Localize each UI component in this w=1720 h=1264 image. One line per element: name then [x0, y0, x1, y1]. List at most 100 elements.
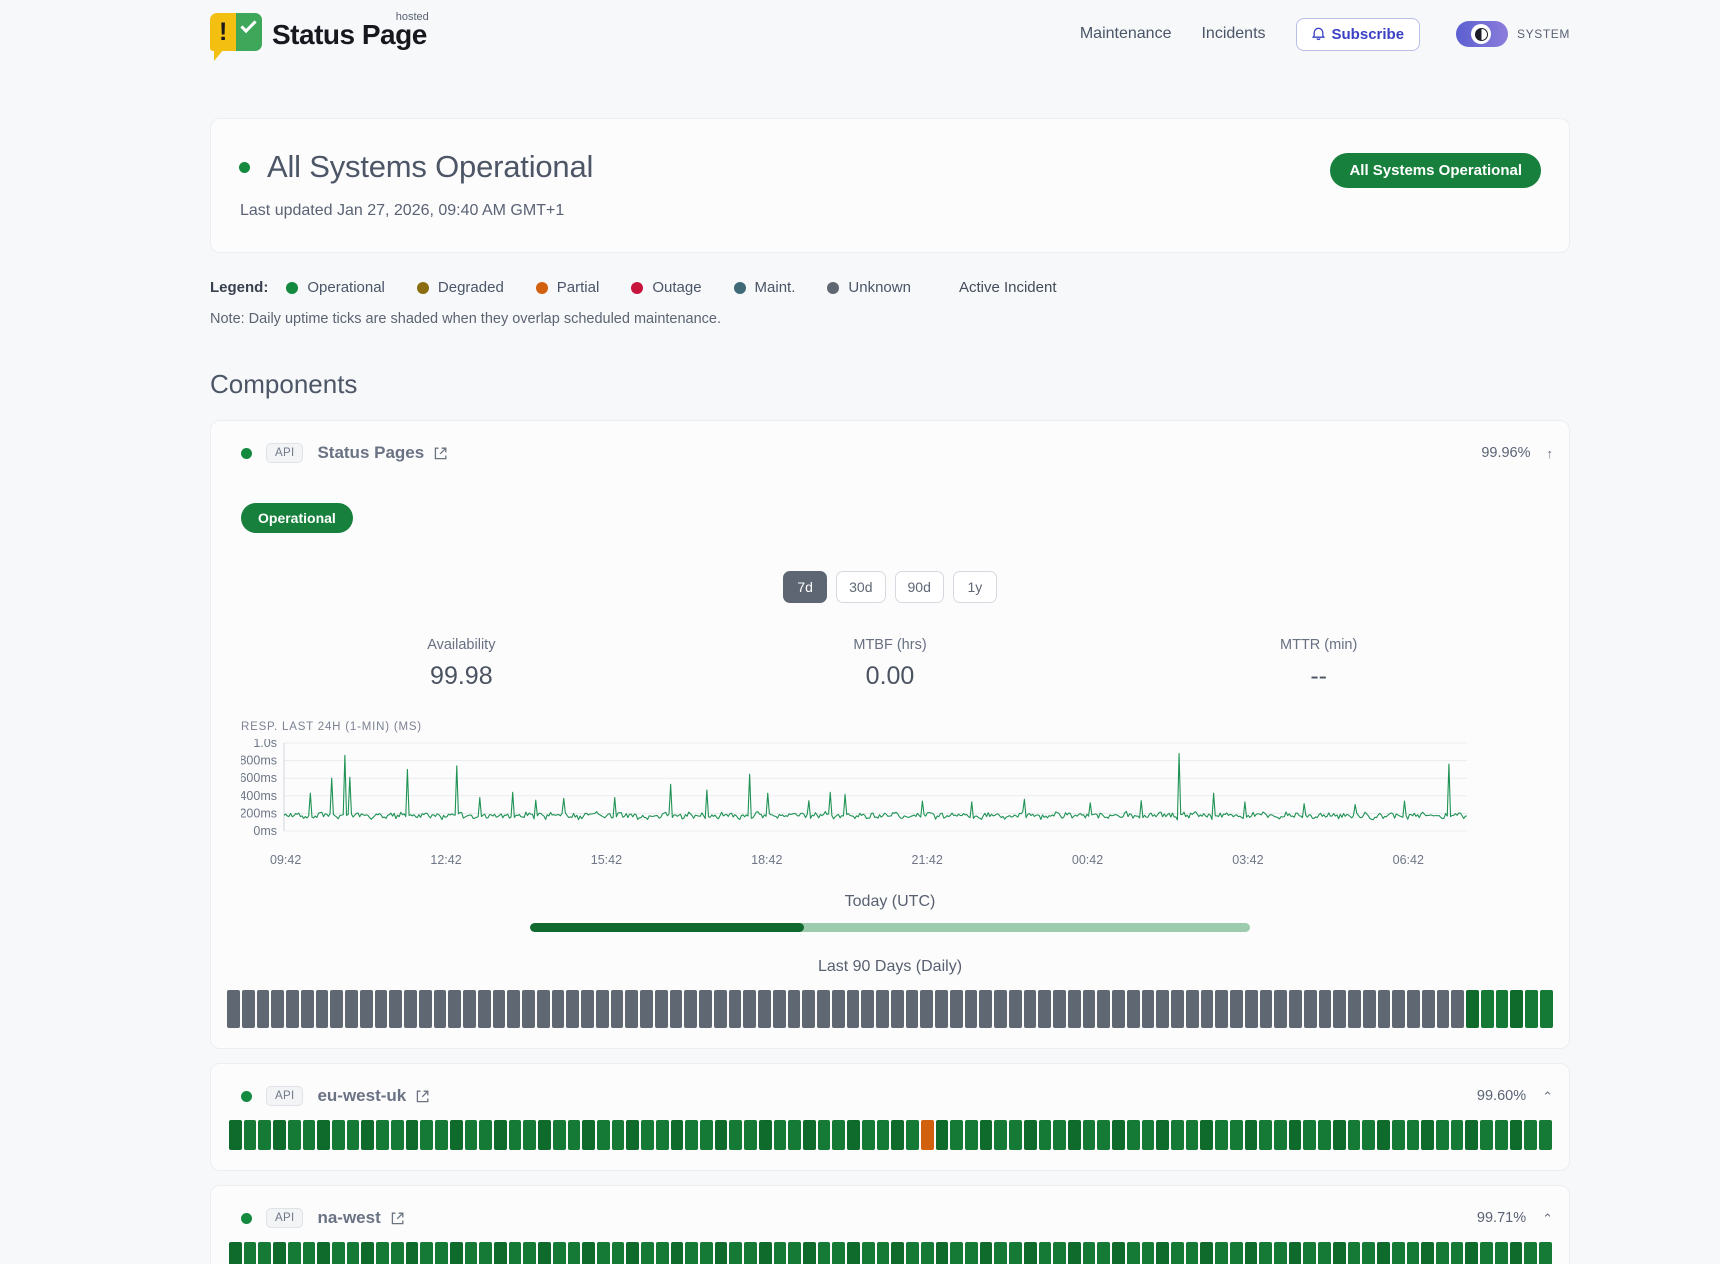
- uptime-tick[interactable]: [1274, 990, 1287, 1028]
- uptime-tick[interactable]: [420, 1120, 434, 1150]
- external-link-icon[interactable]: [415, 1089, 430, 1104]
- uptime-tick[interactable]: [787, 990, 801, 1028]
- uptime-tick[interactable]: [1494, 1242, 1508, 1264]
- uptime-tick[interactable]: [1288, 1242, 1302, 1264]
- uptime-tick[interactable]: [626, 1242, 640, 1264]
- uptime-tick[interactable]: [832, 1242, 846, 1264]
- uptime-tick[interactable]: [1038, 990, 1051, 1028]
- uptime-tick[interactable]: [670, 1242, 684, 1264]
- uptime-tick[interactable]: [1362, 990, 1376, 1028]
- uptime-tick[interactable]: [1259, 990, 1273, 1028]
- uptime-tick[interactable]: [229, 1242, 242, 1264]
- uptime-tick[interactable]: [611, 1242, 625, 1264]
- uptime-tick[interactable]: [1053, 1120, 1066, 1150]
- uptime-tick[interactable]: [1362, 1242, 1376, 1264]
- uptime-tick[interactable]: [1171, 990, 1184, 1028]
- uptime-tick[interactable]: [1126, 990, 1140, 1028]
- uptime-tick[interactable]: [611, 1120, 625, 1150]
- uptime-tick[interactable]: [492, 990, 506, 1028]
- uptime-tick[interactable]: [390, 1242, 404, 1264]
- uptime-tick[interactable]: [376, 1120, 389, 1150]
- uptime-tick[interactable]: [332, 1120, 345, 1150]
- uptime-tick[interactable]: [685, 1120, 698, 1150]
- uptime-tick[interactable]: [229, 1120, 242, 1150]
- uptime-tick[interactable]: [1244, 1120, 1258, 1150]
- uptime-tick[interactable]: [714, 1120, 728, 1150]
- uptime-tick[interactable]: [567, 1120, 581, 1150]
- uptime-tick[interactable]: [713, 990, 727, 1028]
- uptime-tick[interactable]: [361, 1242, 375, 1264]
- uptime-tick[interactable]: [949, 990, 963, 1028]
- uptime-tick[interactable]: [1082, 1242, 1096, 1264]
- uptime-tick[interactable]: [464, 1120, 478, 1150]
- collapse-toggle-icon[interactable]: ⌃: [1542, 1088, 1553, 1104]
- uptime-tick[interactable]: [979, 990, 992, 1028]
- uptime-tick[interactable]: [1435, 1242, 1449, 1264]
- uptime-tick[interactable]: [1289, 990, 1302, 1028]
- uptime-tick[interactable]: [1185, 1120, 1199, 1150]
- uptime-tick[interactable]: [256, 990, 270, 1028]
- uptime-tick[interactable]: [1347, 1242, 1361, 1264]
- uptime-tick[interactable]: [420, 1242, 434, 1264]
- uptime-tick[interactable]: [346, 1120, 360, 1150]
- uptime-tick[interactable]: [1200, 1120, 1214, 1150]
- uptime-tick[interactable]: [317, 1242, 331, 1264]
- uptime-tick[interactable]: [1274, 1120, 1287, 1150]
- uptime-tick[interactable]: [1112, 990, 1125, 1028]
- uptime-tick[interactable]: [1171, 1120, 1184, 1150]
- uptime-tick[interactable]: [1244, 990, 1258, 1028]
- range-button-30d[interactable]: 30d: [836, 571, 886, 603]
- uptime-tick[interactable]: [920, 1242, 934, 1264]
- uptime-tick[interactable]: [1097, 990, 1110, 1028]
- collapse-toggle-icon[interactable]: ↑: [1546, 445, 1554, 461]
- collapse-toggle-icon[interactable]: ⌃: [1542, 1210, 1553, 1226]
- uptime-tick[interactable]: [1391, 1242, 1405, 1264]
- uptime-tick[interactable]: [890, 990, 904, 1028]
- uptime-tick[interactable]: [1480, 1120, 1493, 1150]
- component-header-status-pages[interactable]: API Status Pages 99.96% ↑: [227, 439, 1553, 463]
- uptime-tick[interactable]: [493, 1242, 507, 1264]
- uptime-tick[interactable]: [1538, 1120, 1552, 1150]
- uptime-tick[interactable]: [994, 1120, 1008, 1150]
- uptime-tick[interactable]: [1421, 1242, 1434, 1264]
- uptime-tick[interactable]: [832, 1120, 846, 1150]
- uptime-tick[interactable]: [861, 1120, 875, 1150]
- uptime-tick[interactable]: [595, 990, 609, 1028]
- uptime-tick[interactable]: [1332, 1242, 1346, 1264]
- uptime-tick[interactable]: [1156, 1242, 1169, 1264]
- uptime-tick[interactable]: [641, 1242, 654, 1264]
- component-header-na-west[interactable]: API na-west 99.71% ⌃: [227, 1204, 1553, 1228]
- uptime-tick[interactable]: [803, 1242, 816, 1264]
- uptime-tick[interactable]: [906, 1120, 919, 1150]
- uptime-tick[interactable]: [433, 990, 447, 1028]
- uptime-tick[interactable]: [1023, 1120, 1037, 1150]
- uptime-tick[interactable]: [1126, 1242, 1140, 1264]
- uptime-tick[interactable]: [920, 990, 933, 1028]
- uptime-tick[interactable]: [538, 1120, 551, 1150]
- uptime-tick[interactable]: [330, 990, 343, 1028]
- uptime-tick[interactable]: [1450, 1120, 1464, 1150]
- uptime-tick[interactable]: [449, 1242, 463, 1264]
- uptime-tick[interactable]: [1185, 1242, 1199, 1264]
- uptime-tick[interactable]: [876, 1242, 890, 1264]
- uptime-tick[interactable]: [817, 1120, 831, 1150]
- uptime-tick[interactable]: [1274, 1242, 1287, 1264]
- uptime-tick[interactable]: [846, 990, 860, 1028]
- uptime-tick[interactable]: [1303, 1242, 1317, 1264]
- uptime-tick[interactable]: [361, 1120, 375, 1150]
- uptime-tick[interactable]: [906, 1242, 919, 1264]
- uptime-tick[interactable]: [1494, 1120, 1508, 1150]
- uptime-tick[interactable]: [1421, 990, 1435, 1028]
- uptime-tick[interactable]: [1495, 990, 1509, 1028]
- uptime-tick[interactable]: [1510, 990, 1523, 1028]
- uptime-tick[interactable]: [1524, 1242, 1537, 1264]
- external-link-icon[interactable]: [433, 446, 448, 461]
- uptime-tick[interactable]: [1171, 1242, 1184, 1264]
- uptime-tick[interactable]: [345, 990, 358, 1028]
- uptime-tick[interactable]: [1259, 1242, 1273, 1264]
- uptime-tick[interactable]: [1023, 1242, 1037, 1264]
- uptime-tick[interactable]: [552, 1120, 566, 1150]
- uptime-tick[interactable]: [744, 1120, 757, 1150]
- uptime-tick[interactable]: [286, 990, 299, 1028]
- uptime-tick[interactable]: [626, 1120, 640, 1150]
